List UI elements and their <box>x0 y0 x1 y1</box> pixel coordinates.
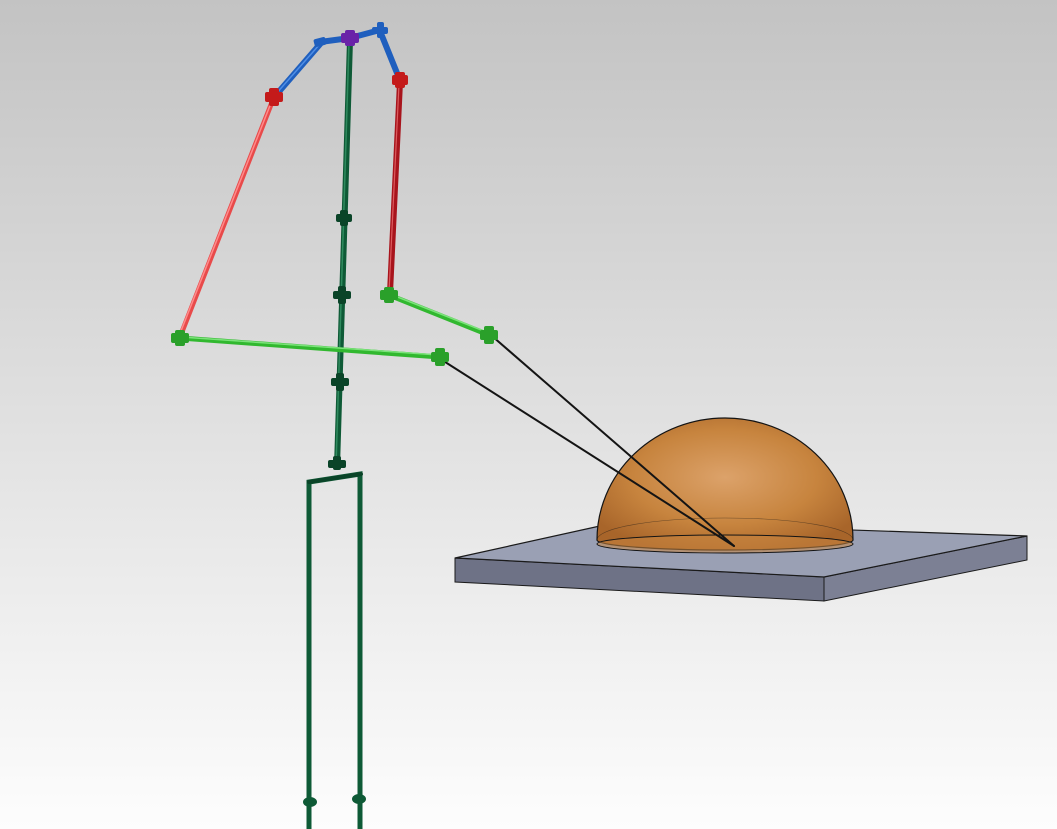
spine-segment <box>334 37 353 470</box>
right-knee-joint <box>352 794 366 804</box>
spine <box>334 37 353 470</box>
pointer-line-right <box>491 335 735 547</box>
left-elbow-joint <box>171 330 189 346</box>
dome-base-ellipse <box>596 534 854 554</box>
right-forearm-highlight <box>389 293 490 334</box>
pointer-lines <box>441 335 735 547</box>
spine-joint-3 <box>331 373 349 391</box>
hip-bar <box>307 472 363 484</box>
spine-joint-2 <box>333 286 351 304</box>
right-forearm <box>386 292 492 338</box>
left-knee-joint <box>303 797 317 807</box>
right-shoulder-joint <box>392 72 408 88</box>
hemisphere-dome <box>596 417 854 554</box>
left-clavicle-joint <box>313 37 327 47</box>
left-shoulder-joint <box>265 88 283 106</box>
left-wrist-joint <box>431 348 449 366</box>
right-shoulder-link <box>377 28 402 81</box>
spine-highlight <box>335 41 350 467</box>
forearms <box>177 292 492 360</box>
joints <box>171 22 498 470</box>
pelvis-joint <box>328 456 346 470</box>
dome-base-back-rim <box>596 517 854 541</box>
legs <box>303 471 366 829</box>
upper-arms <box>177 79 403 340</box>
right-upper-arm-highlight <box>388 83 400 293</box>
left-forearm <box>177 335 443 360</box>
left-upper-arm-highlight <box>178 97 274 337</box>
left-forearm-highlight <box>180 336 440 356</box>
neck-shoulder-joint <box>341 30 359 46</box>
spine-joint-1 <box>336 210 352 226</box>
pointer-line-left <box>441 359 735 547</box>
right-upper-arm <box>387 79 403 296</box>
left-shoulder-link-highlight <box>274 43 321 96</box>
right-clavicle-joint <box>372 22 388 38</box>
right-elbow-joint <box>380 287 398 303</box>
right-wrist-joint <box>480 326 498 344</box>
